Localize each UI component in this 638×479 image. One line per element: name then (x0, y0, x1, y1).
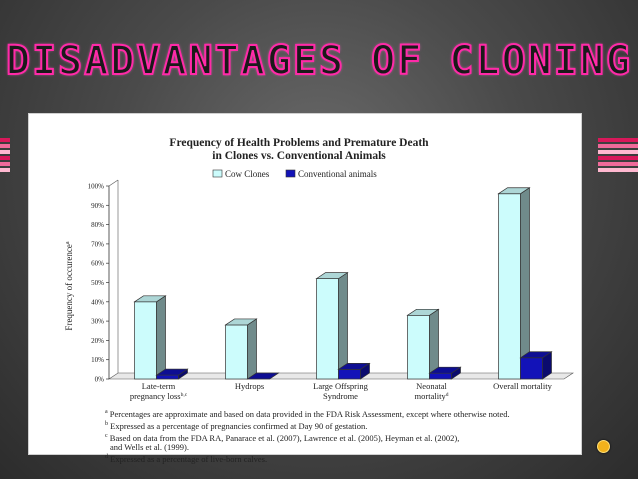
x-tick-label: Large Offspring (313, 381, 368, 391)
y-tick-label: 100% (88, 183, 105, 191)
y-tick-label: 0% (95, 376, 105, 384)
x-tick-label: Late-term (142, 381, 176, 391)
legend-label-cow-clones: Cow Clones (225, 169, 270, 179)
footnote: c Based on data from the FDA RA, Panarac… (105, 431, 575, 443)
y-tick-label: 20% (91, 337, 104, 345)
legend-swatch-cow-clones (212, 169, 223, 178)
footnote: a Percentages are approximate and based … (105, 407, 575, 419)
y-tick-label: 80% (91, 221, 104, 229)
chart-title: Frequency of Health Problems and Prematu… (169, 137, 429, 149)
bar-chart: Frequency of Health Problems and Prematu… (64, 137, 574, 401)
bar-conventional (519, 351, 553, 380)
bar-conventional (246, 372, 280, 380)
y-tick-label: 90% (91, 202, 104, 210)
bar-conventional (155, 368, 189, 380)
legend-label-conventional: Conventional animals (298, 169, 377, 179)
footnote-text: Percentages are approximate and based on… (107, 408, 510, 419)
bar-cow-clones (406, 308, 440, 380)
y-tick-label: 60% (91, 260, 104, 268)
bar-cow-clones (315, 271, 349, 380)
right-stripe-decoration (598, 138, 638, 174)
slide-title: DISADVANTAGES OF CLONING (5, 37, 632, 85)
footnote-marker: c (105, 432, 108, 439)
stripe (598, 168, 638, 172)
x-tick-label: Hydrops (235, 381, 264, 391)
y-tick-label: 40% (91, 298, 104, 306)
y-tick-label: 10% (91, 356, 104, 364)
bar-conventional (337, 362, 371, 380)
y-tick-label: 50% (91, 279, 104, 287)
stripe (598, 156, 638, 160)
slide-corner-dot (597, 440, 610, 453)
stripe (598, 150, 638, 154)
stripe (0, 144, 10, 148)
bar-conventional (428, 366, 462, 380)
chart-panel: Frequency of Health Problems and Prematu… (28, 113, 582, 464)
x-tick-label-line2: Syndrome (323, 391, 358, 401)
footnote: d Expressed as a percentage of live-born… (105, 452, 575, 464)
left-stripe-decoration (0, 138, 10, 174)
bar-cow-clones (133, 295, 167, 380)
bar-cow-clones (497, 187, 531, 380)
stripe (0, 168, 10, 172)
y-tick-label: 30% (91, 318, 104, 326)
bar-cow-clones (224, 318, 258, 380)
stripe (0, 156, 10, 160)
footnote-text: and Wells et al. (1999). (110, 442, 189, 453)
stripe (0, 162, 10, 166)
footnote-text: Based on data from the FDA RA, Panarace … (107, 432, 460, 443)
y-tick-label: 70% (91, 240, 104, 248)
footnote-text: Expressed as a percentage of live-born c… (108, 454, 268, 465)
y-axis-top-connector (108, 179, 119, 187)
footnote-marker: d (105, 454, 108, 461)
chart-subtitle: in Clones vs. Conventional Animals (212, 150, 386, 162)
footnote-marker: a (105, 409, 108, 415)
footnotes: a Percentages are approximate and based … (105, 407, 575, 464)
x-tick-label: Overall mortality (493, 381, 553, 391)
legend-swatch-conventional (285, 169, 296, 178)
stripe (0, 150, 10, 154)
x-tick-label-line2: mortalityd (415, 391, 449, 401)
chart-legend: Cow Clones Conventional animals (212, 169, 377, 179)
x-tick-label-line2: pregnancy lossb,c (130, 391, 188, 401)
y-axis-label: Frequency of occurencea (64, 241, 74, 330)
chart-bars (133, 187, 553, 380)
stripe (598, 138, 638, 142)
footnote: b Expressed as a percentage of pregnanci… (105, 419, 575, 431)
footnote-text: Expressed as a percentage of pregnancies… (108, 420, 368, 431)
stripe (0, 138, 10, 142)
footnote: and Wells et al. (1999). (105, 442, 575, 452)
stripe (598, 162, 638, 166)
footnote-marker: b (105, 420, 108, 427)
stripe (598, 144, 638, 148)
x-tick-label: Neonatal (416, 381, 447, 391)
